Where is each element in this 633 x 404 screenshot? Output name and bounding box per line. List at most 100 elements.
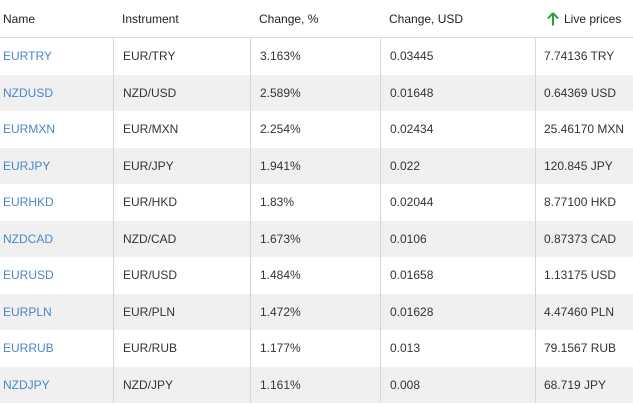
cell-text: 2.589% <box>260 85 301 100</box>
cell-text: 1.472% <box>260 304 301 319</box>
cell-text: EUR/PLN <box>123 304 176 319</box>
table-cell: 3.163% <box>250 38 380 75</box>
header-cell: Change, % <box>250 0 380 37</box>
header-label: Change, USD <box>389 11 464 26</box>
symbol-link[interactable]: EURJPY <box>3 158 51 173</box>
table-cell: 1.484% <box>250 257 380 294</box>
table-cell: NZD/JPY <box>113 366 250 403</box>
table-cell: 79.1567 RUB <box>535 330 633 367</box>
cell-text: 0.01648 <box>390 85 434 100</box>
cell-text: 0.013 <box>390 341 421 356</box>
symbol-link[interactable]: EURTRY <box>3 49 52 64</box>
table-cell: 25.46170 MXN <box>535 111 633 148</box>
table-cell: 0.87373 CAD <box>535 220 633 257</box>
table-cell: 0.0106 <box>380 220 535 257</box>
table-cell: NZDCAD <box>0 221 113 258</box>
table-cell: 0.013 <box>380 330 535 367</box>
table-row: EURHKD EUR/HKD 1.83% 0.02044 8.77100 HKD <box>0 184 633 221</box>
table-cell: 1.161% <box>250 366 380 403</box>
table-cell: EURMXN <box>0 111 113 148</box>
table-cell: 1.83% <box>250 184 380 221</box>
table-row: EURUSD EUR/USD 1.484% 0.01658 1.13175 USD <box>0 257 633 294</box>
cell-text: NZD/CAD <box>123 231 177 246</box>
cell-text: 120.845 JPY <box>544 158 613 173</box>
table-cell: EURRUB <box>0 330 113 367</box>
cell-text: 1.177% <box>260 341 301 356</box>
header-label: Name <box>3 11 36 26</box>
table-cell: EURJPY <box>0 148 113 185</box>
cell-text: 0.0106 <box>390 231 427 246</box>
table-cell: 0.02434 <box>380 111 535 148</box>
cell-text: 68.719 JPY <box>544 377 607 392</box>
cell-text: 0.01658 <box>390 268 434 283</box>
cell-text: 8.77100 HKD <box>544 195 617 210</box>
table-row: EURTRY EUR/TRY 3.163% 0.03445 7.74136 TRY <box>0 38 633 75</box>
table-cell: EURHKD <box>0 184 113 221</box>
cell-text: 0.64369 USD <box>544 85 617 100</box>
sort-arrow <box>547 11 559 25</box>
table-cell: EUR/PLN <box>113 293 250 330</box>
symbol-link[interactable]: NZDCAD <box>3 231 53 246</box>
table-cell: 0.64369 USD <box>535 74 633 111</box>
header-label: Instrument <box>122 11 179 26</box>
table-cell: 0.022 <box>380 147 535 184</box>
cell-text: 7.74136 TRY <box>544 49 615 64</box>
table-cell: NZDJPY <box>0 367 113 404</box>
header-cell[interactable]: Live prices <box>535 0 633 37</box>
cell-text: 0.87373 CAD <box>544 231 617 246</box>
cell-text: EUR/TRY <box>123 49 176 64</box>
cell-text: 0.01628 <box>390 304 434 319</box>
cell-text: 0.03445 <box>390 49 434 64</box>
table-row: NZDCAD NZD/CAD 1.673% 0.0106 0.87373 CAD <box>0 220 633 258</box>
symbol-link[interactable]: EURRUB <box>3 341 54 356</box>
table-cell: EUR/TRY <box>113 38 250 75</box>
symbol-link[interactable]: NZDUSD <box>3 85 53 100</box>
table-cell: EURUSD <box>0 257 113 294</box>
table-cell: 1.472% <box>250 293 380 330</box>
table-row: EURMXN EUR/MXN 2.254% 0.02434 25.46170 MXN <box>0 111 633 148</box>
cell-text: 0.008 <box>390 377 421 392</box>
table-cell: 2.254% <box>250 111 380 148</box>
table-row: EURRUB EUR/RUB 1.177% 0.013 79.1567 RUB <box>0 330 633 367</box>
cell-text: 79.1567 RUB <box>544 341 617 356</box>
symbol-link[interactable]: EURUSD <box>3 268 54 283</box>
cell-text: 25.46170 MXN <box>544 122 625 137</box>
cell-text: NZD/JPY <box>123 377 174 392</box>
symbol-link[interactable]: EURHKD <box>3 195 54 210</box>
table-cell: NZDUSD <box>0 75 113 112</box>
cell-text: EUR/MXN <box>123 122 179 137</box>
table-cell: EUR/JPY <box>113 147 250 184</box>
cell-text: EUR/HKD <box>123 195 178 210</box>
symbol-link[interactable]: NZDJPY <box>3 377 50 392</box>
table-row: NZDUSD NZD/USD 2.589% 0.01648 0.64369 USD <box>0 74 633 112</box>
symbol-link[interactable]: EURPLN <box>3 304 52 319</box>
header-label[interactable]: Live prices <box>564 11 622 26</box>
table-cell: 0.03445 <box>380 38 535 75</box>
cell-text: 3.163% <box>260 49 301 64</box>
table-row: EURPLN EUR/PLN 1.472% 0.01628 4.47460 PLN <box>0 293 633 330</box>
table-cell: 7.74136 TRY <box>535 38 633 75</box>
table-cell: 1.177% <box>250 330 380 367</box>
table-cell: NZD/USD <box>113 74 250 111</box>
cell-text: 1.941% <box>260 158 301 173</box>
table-cell: NZD/CAD <box>113 220 250 257</box>
cell-text: EUR/JPY <box>123 158 174 173</box>
table-cell: 4.47460 PLN <box>535 293 633 330</box>
cell-text: 0.02434 <box>390 122 434 137</box>
table-cell: EUR/RUB <box>113 330 250 367</box>
table-cell: EURTRY <box>0 38 113 75</box>
table-cell: EUR/HKD <box>113 184 250 221</box>
table-cell: 0.01628 <box>380 293 535 330</box>
table-cell: 8.77100 HKD <box>535 184 633 221</box>
cell-text: 1.83% <box>260 195 295 210</box>
header-cell: Instrument <box>113 0 250 37</box>
header-cell: Change, USD <box>380 0 535 37</box>
symbol-link[interactable]: EURMXN <box>3 122 56 137</box>
cell-text: 0.02044 <box>390 195 434 210</box>
table-cell: 0.01658 <box>380 257 535 294</box>
table-cell: 1.673% <box>250 220 380 257</box>
cell-text: 1.673% <box>260 231 301 246</box>
table-cell: EUR/USD <box>113 257 250 294</box>
header-label: Change, % <box>259 11 319 26</box>
